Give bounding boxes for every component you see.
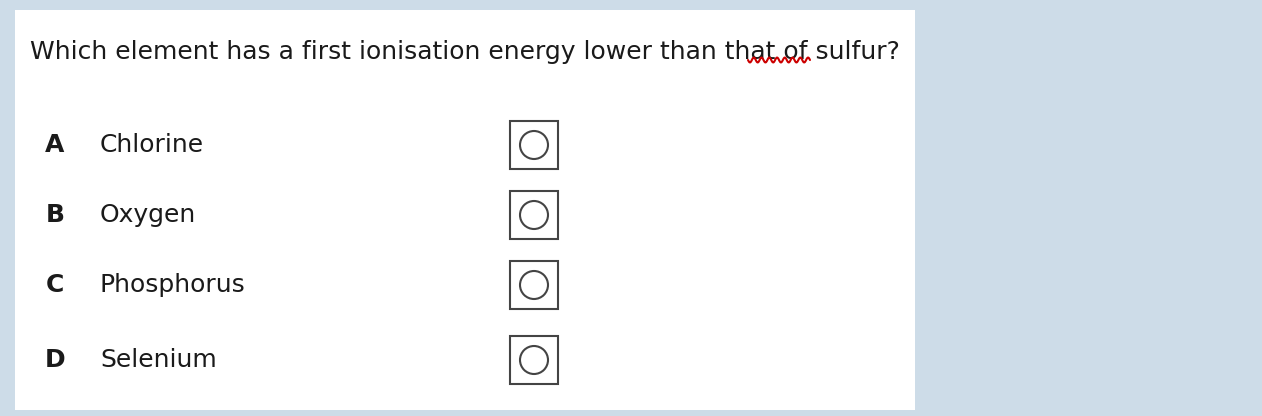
Bar <box>15 10 915 410</box>
Bar <box>510 191 558 239</box>
Text: B: B <box>45 203 64 227</box>
Text: A: A <box>45 133 64 157</box>
Ellipse shape <box>520 271 548 299</box>
Text: Oxygen: Oxygen <box>100 203 197 227</box>
Text: D: D <box>44 348 66 372</box>
Ellipse shape <box>520 201 548 229</box>
Bar <box>510 261 558 309</box>
Text: Selenium: Selenium <box>100 348 217 372</box>
Ellipse shape <box>520 131 548 159</box>
Bar <box>510 336 558 384</box>
Text: Phosphorus: Phosphorus <box>100 273 246 297</box>
Text: C: C <box>45 273 64 297</box>
Bar <box>510 121 558 169</box>
Text: Which element has a first ionisation energy lower than that of sulfur?: Which element has a first ionisation ene… <box>30 40 900 64</box>
Ellipse shape <box>520 346 548 374</box>
Text: Chlorine: Chlorine <box>100 133 204 157</box>
